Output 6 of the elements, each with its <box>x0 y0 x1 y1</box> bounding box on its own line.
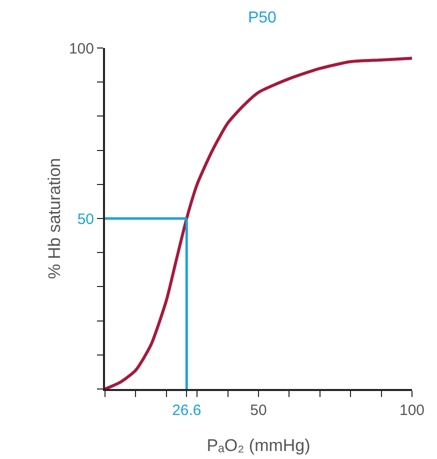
x-tick-label: 100 <box>399 402 425 419</box>
x-tick-label: 26.6 <box>172 402 202 419</box>
chart-title: P50 <box>248 10 277 27</box>
y-axis-title: % Hb saturation <box>45 158 64 279</box>
x-axis-title: PₐO₂ (mmHg) <box>206 436 310 455</box>
x-tick-label: 50 <box>250 402 267 419</box>
